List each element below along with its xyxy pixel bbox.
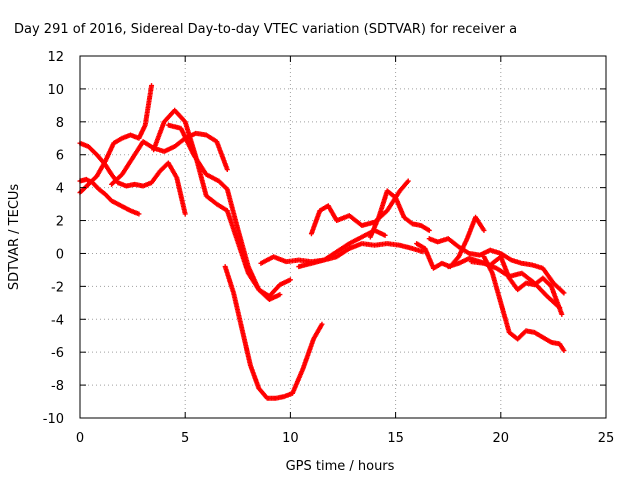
y-tick-label: 2 (56, 215, 64, 230)
y-tick-label: -2 (51, 280, 64, 295)
data-point (481, 227, 487, 233)
y-axis-label: SDTVAR / TECUs (7, 184, 22, 291)
x-tick-label: 15 (387, 431, 404, 446)
data-point (149, 83, 155, 89)
series-track-k (367, 188, 432, 240)
series-track-m (426, 236, 567, 296)
series-track-e (151, 107, 293, 299)
x-axis-label: GPS time / hours (286, 459, 395, 474)
data-point (287, 277, 293, 283)
y-tick-label: 8 (56, 116, 64, 131)
series-track-g (222, 264, 325, 401)
series-track-f (165, 122, 283, 303)
y-tick-label: -10 (43, 412, 64, 427)
data-point (559, 311, 565, 317)
axis-ticks: 0 5 10 15 20 25 -10 -8 -6 -4 -2 0 2 4 6 8 10 12 (43, 50, 615, 446)
y-tick-label: -8 (51, 379, 64, 394)
data-point (561, 290, 567, 296)
data-point (319, 321, 325, 327)
series-track-n (445, 254, 565, 317)
data-point (182, 211, 188, 217)
grid (80, 56, 606, 418)
y-tick-label: -4 (51, 313, 64, 328)
chart-title: Day 291 of 2016, Sidereal Day-to-day VTE… (14, 22, 517, 37)
data-point (224, 167, 230, 173)
x-tick-label: 25 (598, 431, 615, 446)
y-tick-label: 4 (56, 182, 64, 197)
data-point (136, 211, 142, 217)
y-tick-label: 6 (56, 149, 64, 164)
x-tick-label: 10 (282, 431, 299, 446)
data-points (77, 83, 567, 401)
data-point (561, 348, 567, 354)
plot-frame (79, 55, 607, 419)
series-track-p (468, 259, 563, 311)
series-track-b (77, 83, 155, 196)
y-tick-label: 12 (47, 50, 64, 65)
x-tick-label: 0 (76, 431, 84, 446)
x-tick-label: 5 (181, 431, 189, 446)
y-tick-label: 0 (56, 247, 64, 262)
data-point (277, 292, 283, 298)
data-point (557, 305, 563, 311)
data-point (382, 232, 388, 238)
y-tick-label: 10 (47, 83, 64, 98)
series-track-l (414, 214, 487, 271)
x-tick-label: 20 (493, 431, 510, 446)
series-track-j (296, 241, 426, 270)
data-point (405, 178, 411, 184)
y-tick-label: -6 (51, 346, 64, 361)
series-track-o (481, 254, 567, 354)
data-point (426, 227, 432, 233)
